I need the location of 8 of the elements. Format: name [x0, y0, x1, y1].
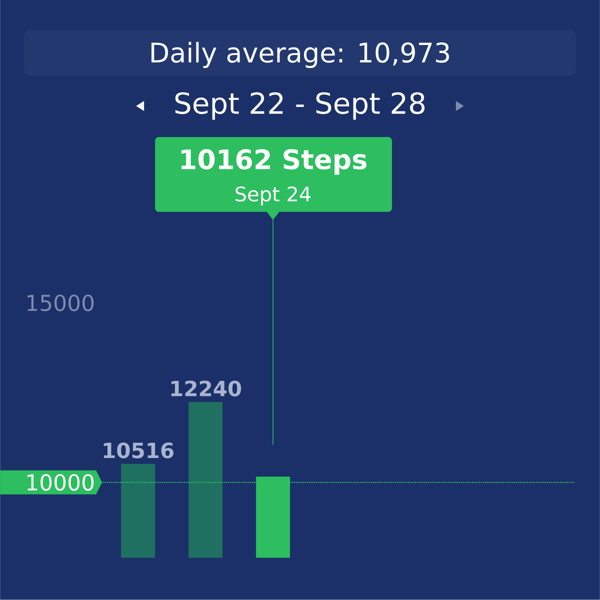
- y-tick-label: 15000: [28, 294, 94, 312]
- text: Sept 24: [236, 186, 311, 206]
- data-label: 12240: [171, 380, 242, 397]
- y-tick-label: 10000: [28, 474, 94, 491]
- data-label: 10516: [104, 442, 174, 458]
- chart-title: Daily average: 10,973: [151, 42, 450, 68]
- chart-subtitle: Sept 22 - Sept 28: [175, 92, 425, 120]
- text: 10162 Steps: [181, 149, 366, 175]
